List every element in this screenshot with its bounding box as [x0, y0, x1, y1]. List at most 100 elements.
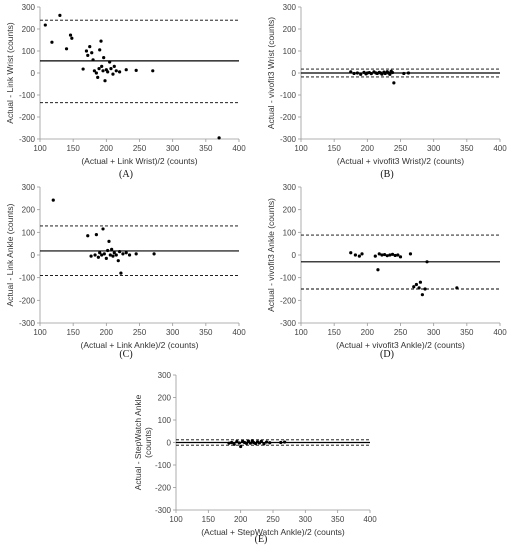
x-tick-label: 250: [266, 515, 280, 524]
data-point: [259, 439, 263, 443]
data-point: [455, 286, 459, 290]
data-point: [111, 72, 115, 76]
data-point: [106, 70, 110, 74]
y-tick-label: 200: [22, 206, 36, 215]
x-tick-label: 150: [327, 144, 341, 153]
data-point: [235, 440, 239, 444]
data-point: [418, 280, 422, 284]
data-point: [102, 252, 106, 256]
x-tick-label: 200: [361, 144, 375, 153]
data-point: [217, 136, 221, 140]
data-point: [398, 255, 403, 259]
data-point: [119, 271, 123, 275]
data-point: [134, 252, 138, 256]
x-axis-label: (Actual + vivofit3 Ankle)/2 (counts): [336, 340, 465, 350]
y-tick-label: 200: [22, 25, 36, 34]
data-point: [98, 251, 102, 255]
data-point: [268, 441, 272, 445]
x-tick-label: 100: [33, 328, 47, 337]
y-tick-label: -300: [155, 506, 172, 515]
data-point: [414, 282, 419, 287]
x-axis-label: (Actual + Link Wrist)/2 (counts): [81, 156, 197, 166]
data-point: [239, 444, 243, 449]
data-point: [355, 71, 359, 75]
y-tick-label: -200: [19, 113, 36, 122]
data-point: [357, 254, 361, 258]
data-point: [124, 68, 128, 72]
data-point: [68, 33, 73, 37]
x-tick-label: 250: [394, 328, 408, 337]
data-point: [88, 45, 92, 49]
data-point: [420, 293, 424, 297]
x-tick-label: 100: [169, 515, 183, 524]
data-point: [90, 51, 94, 55]
y-tick-label: 100: [22, 47, 36, 56]
data-point: [50, 40, 54, 44]
data-point: [376, 268, 380, 272]
data-point: [107, 239, 111, 243]
y-tick-label: -100: [280, 274, 297, 283]
y-axis-label: Actual - Link Wrist (counts): [5, 22, 15, 124]
data-point: [127, 253, 132, 257]
y-tick-label: 300: [22, 3, 36, 12]
x-tick-label: 300: [166, 328, 180, 337]
y-tick-label: 300: [158, 371, 172, 380]
data-point: [349, 251, 353, 255]
x-tick-label: 200: [100, 144, 114, 153]
data-point: [96, 255, 100, 259]
data-point: [425, 260, 429, 264]
y-tick-label: -200: [280, 296, 297, 305]
data-point: [417, 286, 421, 290]
data-point: [114, 253, 118, 257]
y-tick-label: 100: [158, 416, 172, 425]
data-point: [112, 64, 116, 68]
data-point: [392, 81, 396, 85]
x-tick-label: 400: [232, 328, 246, 337]
data-point: [396, 253, 400, 257]
data-point: [96, 75, 100, 79]
panel-label: (A): [119, 169, 133, 180]
data-point: [94, 233, 98, 237]
data-point: [388, 253, 392, 257]
data-point: [393, 253, 397, 258]
panel-label: (B): [380, 169, 393, 180]
data-point: [112, 251, 116, 255]
data-point: [134, 68, 138, 72]
data-point: [152, 252, 156, 256]
data-point: [406, 71, 411, 75]
data-point: [264, 440, 269, 444]
y-tick-label: -100: [280, 91, 297, 100]
y-tick-label: -100: [155, 461, 172, 470]
data-point: [84, 49, 89, 53]
data-point: [279, 440, 283, 445]
data-point: [237, 441, 241, 445]
data-point: [70, 36, 74, 40]
data-point: [108, 60, 112, 64]
data-point: [109, 67, 113, 71]
y-tick-label: 300: [22, 183, 36, 192]
panel-label: (D): [380, 349, 394, 360]
y-tick-label: 0: [292, 251, 297, 260]
x-tick-label: 200: [234, 515, 248, 524]
data-point: [92, 69, 96, 73]
data-point: [380, 253, 384, 257]
data-point: [124, 251, 128, 255]
data-point: [91, 58, 95, 62]
data-point: [110, 247, 114, 251]
data-point: [230, 440, 234, 445]
data-point: [118, 70, 122, 74]
y-tick-label: -300: [19, 135, 36, 144]
x-tick-label: 400: [363, 515, 377, 524]
y-tick-label: 200: [283, 25, 297, 34]
y-tick-label: -100: [19, 91, 36, 100]
data-point: [99, 39, 103, 43]
data-point: [116, 259, 120, 263]
data-point: [121, 252, 125, 256]
x-tick-label: 350: [331, 515, 345, 524]
data-point: [58, 13, 62, 17]
x-tick-label: 400: [493, 328, 507, 337]
y-tick-label: -100: [19, 274, 36, 283]
x-tick-label: 300: [299, 515, 313, 524]
data-point: [380, 72, 384, 76]
